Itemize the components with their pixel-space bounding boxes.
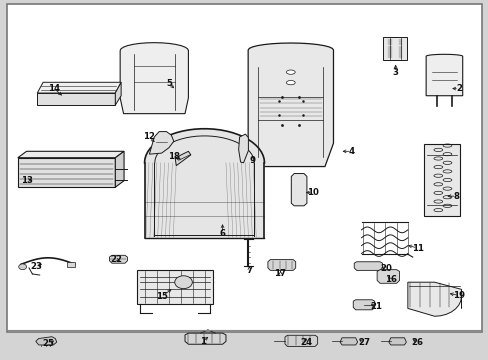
Polygon shape xyxy=(285,335,317,346)
Text: 11: 11 xyxy=(411,244,423,253)
Text: 15: 15 xyxy=(155,292,167,301)
Polygon shape xyxy=(149,132,173,154)
Text: 21: 21 xyxy=(369,302,382,311)
Polygon shape xyxy=(18,151,124,158)
Polygon shape xyxy=(18,158,115,187)
Polygon shape xyxy=(175,151,190,166)
Text: 23: 23 xyxy=(30,262,42,271)
Polygon shape xyxy=(144,129,264,238)
Text: 24: 24 xyxy=(299,338,311,347)
Polygon shape xyxy=(37,93,115,105)
Text: 7: 7 xyxy=(246,266,252,275)
Polygon shape xyxy=(291,174,306,206)
Polygon shape xyxy=(423,144,459,216)
Bar xyxy=(383,37,406,60)
Polygon shape xyxy=(267,260,295,270)
Text: 26: 26 xyxy=(411,338,423,347)
Polygon shape xyxy=(37,82,121,93)
Polygon shape xyxy=(388,338,406,345)
Circle shape xyxy=(174,276,192,289)
Text: 3: 3 xyxy=(392,68,398,77)
Polygon shape xyxy=(115,82,121,105)
Text: 13: 13 xyxy=(21,176,34,185)
Text: 1: 1 xyxy=(200,337,205,346)
Polygon shape xyxy=(184,333,225,344)
Polygon shape xyxy=(109,255,127,263)
Text: 10: 10 xyxy=(306,188,318,197)
Polygon shape xyxy=(247,43,333,167)
Text: 20: 20 xyxy=(379,264,391,273)
Polygon shape xyxy=(407,282,461,316)
Text: 18: 18 xyxy=(167,152,180,161)
Bar xyxy=(66,262,75,267)
Text: 25: 25 xyxy=(42,339,54,348)
Polygon shape xyxy=(425,54,462,96)
Text: 14: 14 xyxy=(48,84,61,93)
Polygon shape xyxy=(339,338,357,345)
Text: 22: 22 xyxy=(110,255,122,264)
Ellipse shape xyxy=(286,81,295,85)
Polygon shape xyxy=(115,151,124,187)
Text: 2: 2 xyxy=(455,84,461,93)
Text: 12: 12 xyxy=(143,132,155,141)
Text: 19: 19 xyxy=(452,291,464,300)
Polygon shape xyxy=(376,270,399,283)
Ellipse shape xyxy=(286,70,295,74)
Polygon shape xyxy=(238,134,248,163)
Polygon shape xyxy=(120,42,188,114)
Text: 9: 9 xyxy=(249,156,255,165)
Polygon shape xyxy=(36,337,57,345)
Text: 16: 16 xyxy=(384,275,396,284)
Bar xyxy=(137,270,212,304)
Text: 8: 8 xyxy=(453,192,459,201)
Polygon shape xyxy=(353,262,382,270)
Text: 6: 6 xyxy=(219,229,225,238)
Polygon shape xyxy=(352,300,374,310)
Text: 5: 5 xyxy=(165,79,171,88)
Text: 17: 17 xyxy=(274,269,286,278)
Text: 4: 4 xyxy=(348,147,354,156)
Text: 27: 27 xyxy=(357,338,369,347)
Circle shape xyxy=(19,264,26,270)
